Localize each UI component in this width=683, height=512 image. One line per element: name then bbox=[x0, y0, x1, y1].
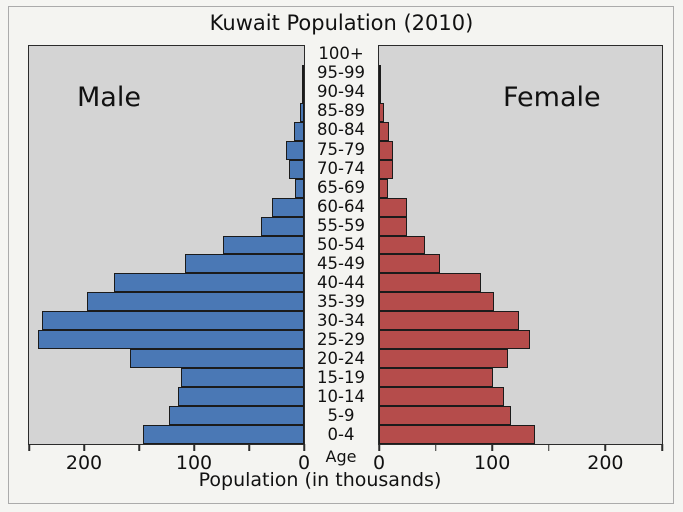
age-label-40-44: 40-44 bbox=[317, 272, 365, 292]
age-label-80-84: 80-84 bbox=[317, 120, 365, 140]
male-bar-10-14 bbox=[177, 387, 304, 407]
male-bar-20-24 bbox=[130, 349, 304, 369]
female-bar-70-74 bbox=[379, 159, 393, 179]
female-plot-area: Female 0 100 200 bbox=[373, 45, 663, 474]
female-bar-55-59 bbox=[379, 216, 408, 236]
right-axis-tick-50 bbox=[434, 444, 437, 451]
female-bar-40-44 bbox=[379, 273, 481, 293]
male-bar-55-59 bbox=[261, 216, 304, 236]
chart-title: Kuwait Population (2010) bbox=[209, 11, 474, 35]
female-bar-95-99 bbox=[379, 64, 381, 84]
female-bar-10-14 bbox=[379, 387, 504, 407]
right-axis-tick-label-200: 200 bbox=[587, 452, 624, 474]
male-bar-5-9 bbox=[168, 406, 304, 426]
age-label-0-4: 0-4 bbox=[327, 425, 355, 445]
age-label-100+: 100+ bbox=[318, 44, 364, 64]
female-bar-85-89 bbox=[379, 102, 384, 122]
male-bars-container bbox=[29, 46, 304, 444]
male-bar-95-99 bbox=[302, 64, 304, 84]
left-axis-tick-100 bbox=[193, 444, 195, 451]
female-bar-25-29 bbox=[379, 330, 530, 350]
male-bar-90-94 bbox=[301, 83, 304, 103]
age-label-5-9: 5-9 bbox=[327, 406, 355, 426]
right-axis-tick-0 bbox=[378, 444, 380, 451]
male-bar-45-49 bbox=[185, 254, 304, 274]
x-axis-label: Population (in thousands) bbox=[198, 469, 442, 491]
male-bar-60-64 bbox=[272, 197, 304, 217]
age-label-75-79: 75-79 bbox=[317, 139, 365, 159]
left-axis-tick-label-0: 0 bbox=[297, 452, 311, 474]
female-panel-label: Female bbox=[503, 82, 601, 113]
female-bar-20-24 bbox=[379, 349, 509, 369]
age-label-30-34: 30-34 bbox=[317, 310, 365, 330]
age-label-55-59: 55-59 bbox=[317, 215, 365, 235]
left-axis-tick-200 bbox=[83, 444, 85, 451]
right-axis-tick-100 bbox=[491, 444, 493, 451]
male-bar-25-29 bbox=[37, 330, 304, 350]
age-label-90-94: 90-94 bbox=[317, 82, 365, 102]
female-bar-60-64 bbox=[379, 197, 408, 217]
male-bar-35-39 bbox=[87, 292, 304, 312]
age-label-65-69: 65-69 bbox=[317, 177, 365, 197]
female-bar-50-54 bbox=[379, 235, 426, 255]
male-bar-30-34 bbox=[42, 311, 304, 331]
male-bar-85-89 bbox=[299, 102, 304, 122]
male-bar-0-4 bbox=[143, 425, 304, 444]
age-label-35-39: 35-39 bbox=[317, 291, 365, 311]
male-bar-15-19 bbox=[180, 368, 304, 388]
female-bar-35-39 bbox=[379, 292, 495, 312]
female-bar-65-69 bbox=[379, 178, 389, 198]
right-axis-tick-label-0: 0 bbox=[372, 452, 386, 474]
male-plot-area: Male 0 100 200 bbox=[28, 45, 310, 474]
female-bars-container bbox=[379, 46, 662, 444]
right-axis-tick-150 bbox=[548, 444, 550, 451]
left-axis-tick-150 bbox=[138, 444, 140, 451]
male-bar-40-44 bbox=[113, 273, 304, 293]
right-axis-tick-200 bbox=[604, 444, 607, 451]
age-label-85-89: 85-89 bbox=[317, 101, 365, 121]
age-label-50-54: 50-54 bbox=[317, 234, 365, 254]
female-bar-90-94 bbox=[379, 83, 382, 103]
left-axis-tick-0 bbox=[303, 444, 305, 451]
age-label-10-14: 10-14 bbox=[317, 387, 365, 407]
male-panel-label: Male bbox=[77, 82, 141, 113]
female-bar-0-4 bbox=[379, 425, 536, 444]
female-bar-75-79 bbox=[379, 140, 393, 160]
left-axis-tick-50 bbox=[248, 444, 250, 451]
age-label-20-24: 20-24 bbox=[317, 349, 365, 369]
male-bar-80-84 bbox=[294, 121, 304, 141]
male-bar-50-54 bbox=[222, 235, 304, 255]
male-bar-65-69 bbox=[295, 178, 304, 198]
age-label-70-74: 70-74 bbox=[317, 158, 365, 178]
left-axis-tick-label-200: 200 bbox=[65, 452, 103, 474]
male-bar-75-79 bbox=[286, 140, 304, 160]
age-label-25-29: 25-29 bbox=[317, 329, 365, 349]
female-bar-30-34 bbox=[379, 311, 520, 331]
left-axis-tick-250 bbox=[28, 444, 30, 451]
female-bar-45-49 bbox=[379, 254, 441, 274]
left-axis-tick-label-100: 100 bbox=[175, 452, 213, 474]
age-label-60-64: 60-64 bbox=[317, 196, 365, 216]
age-label-45-49: 45-49 bbox=[317, 253, 365, 273]
age-label-95-99: 95-99 bbox=[317, 63, 365, 83]
age-label-15-19: 15-19 bbox=[317, 368, 365, 388]
female-bar-15-19 bbox=[379, 368, 494, 388]
right-axis-tick-250 bbox=[661, 444, 663, 451]
female-bar-5-9 bbox=[379, 406, 512, 426]
age-axis-label: Age bbox=[325, 447, 357, 466]
male-bar-70-74 bbox=[288, 159, 304, 179]
right-axis-tick-label-100: 100 bbox=[474, 452, 511, 474]
female-bar-80-84 bbox=[379, 121, 390, 141]
age-group-labels-column: 100+ 95-99 90-94 85-89 80-84 75-79 70-74 65-69 6… bbox=[304, 45, 378, 445]
